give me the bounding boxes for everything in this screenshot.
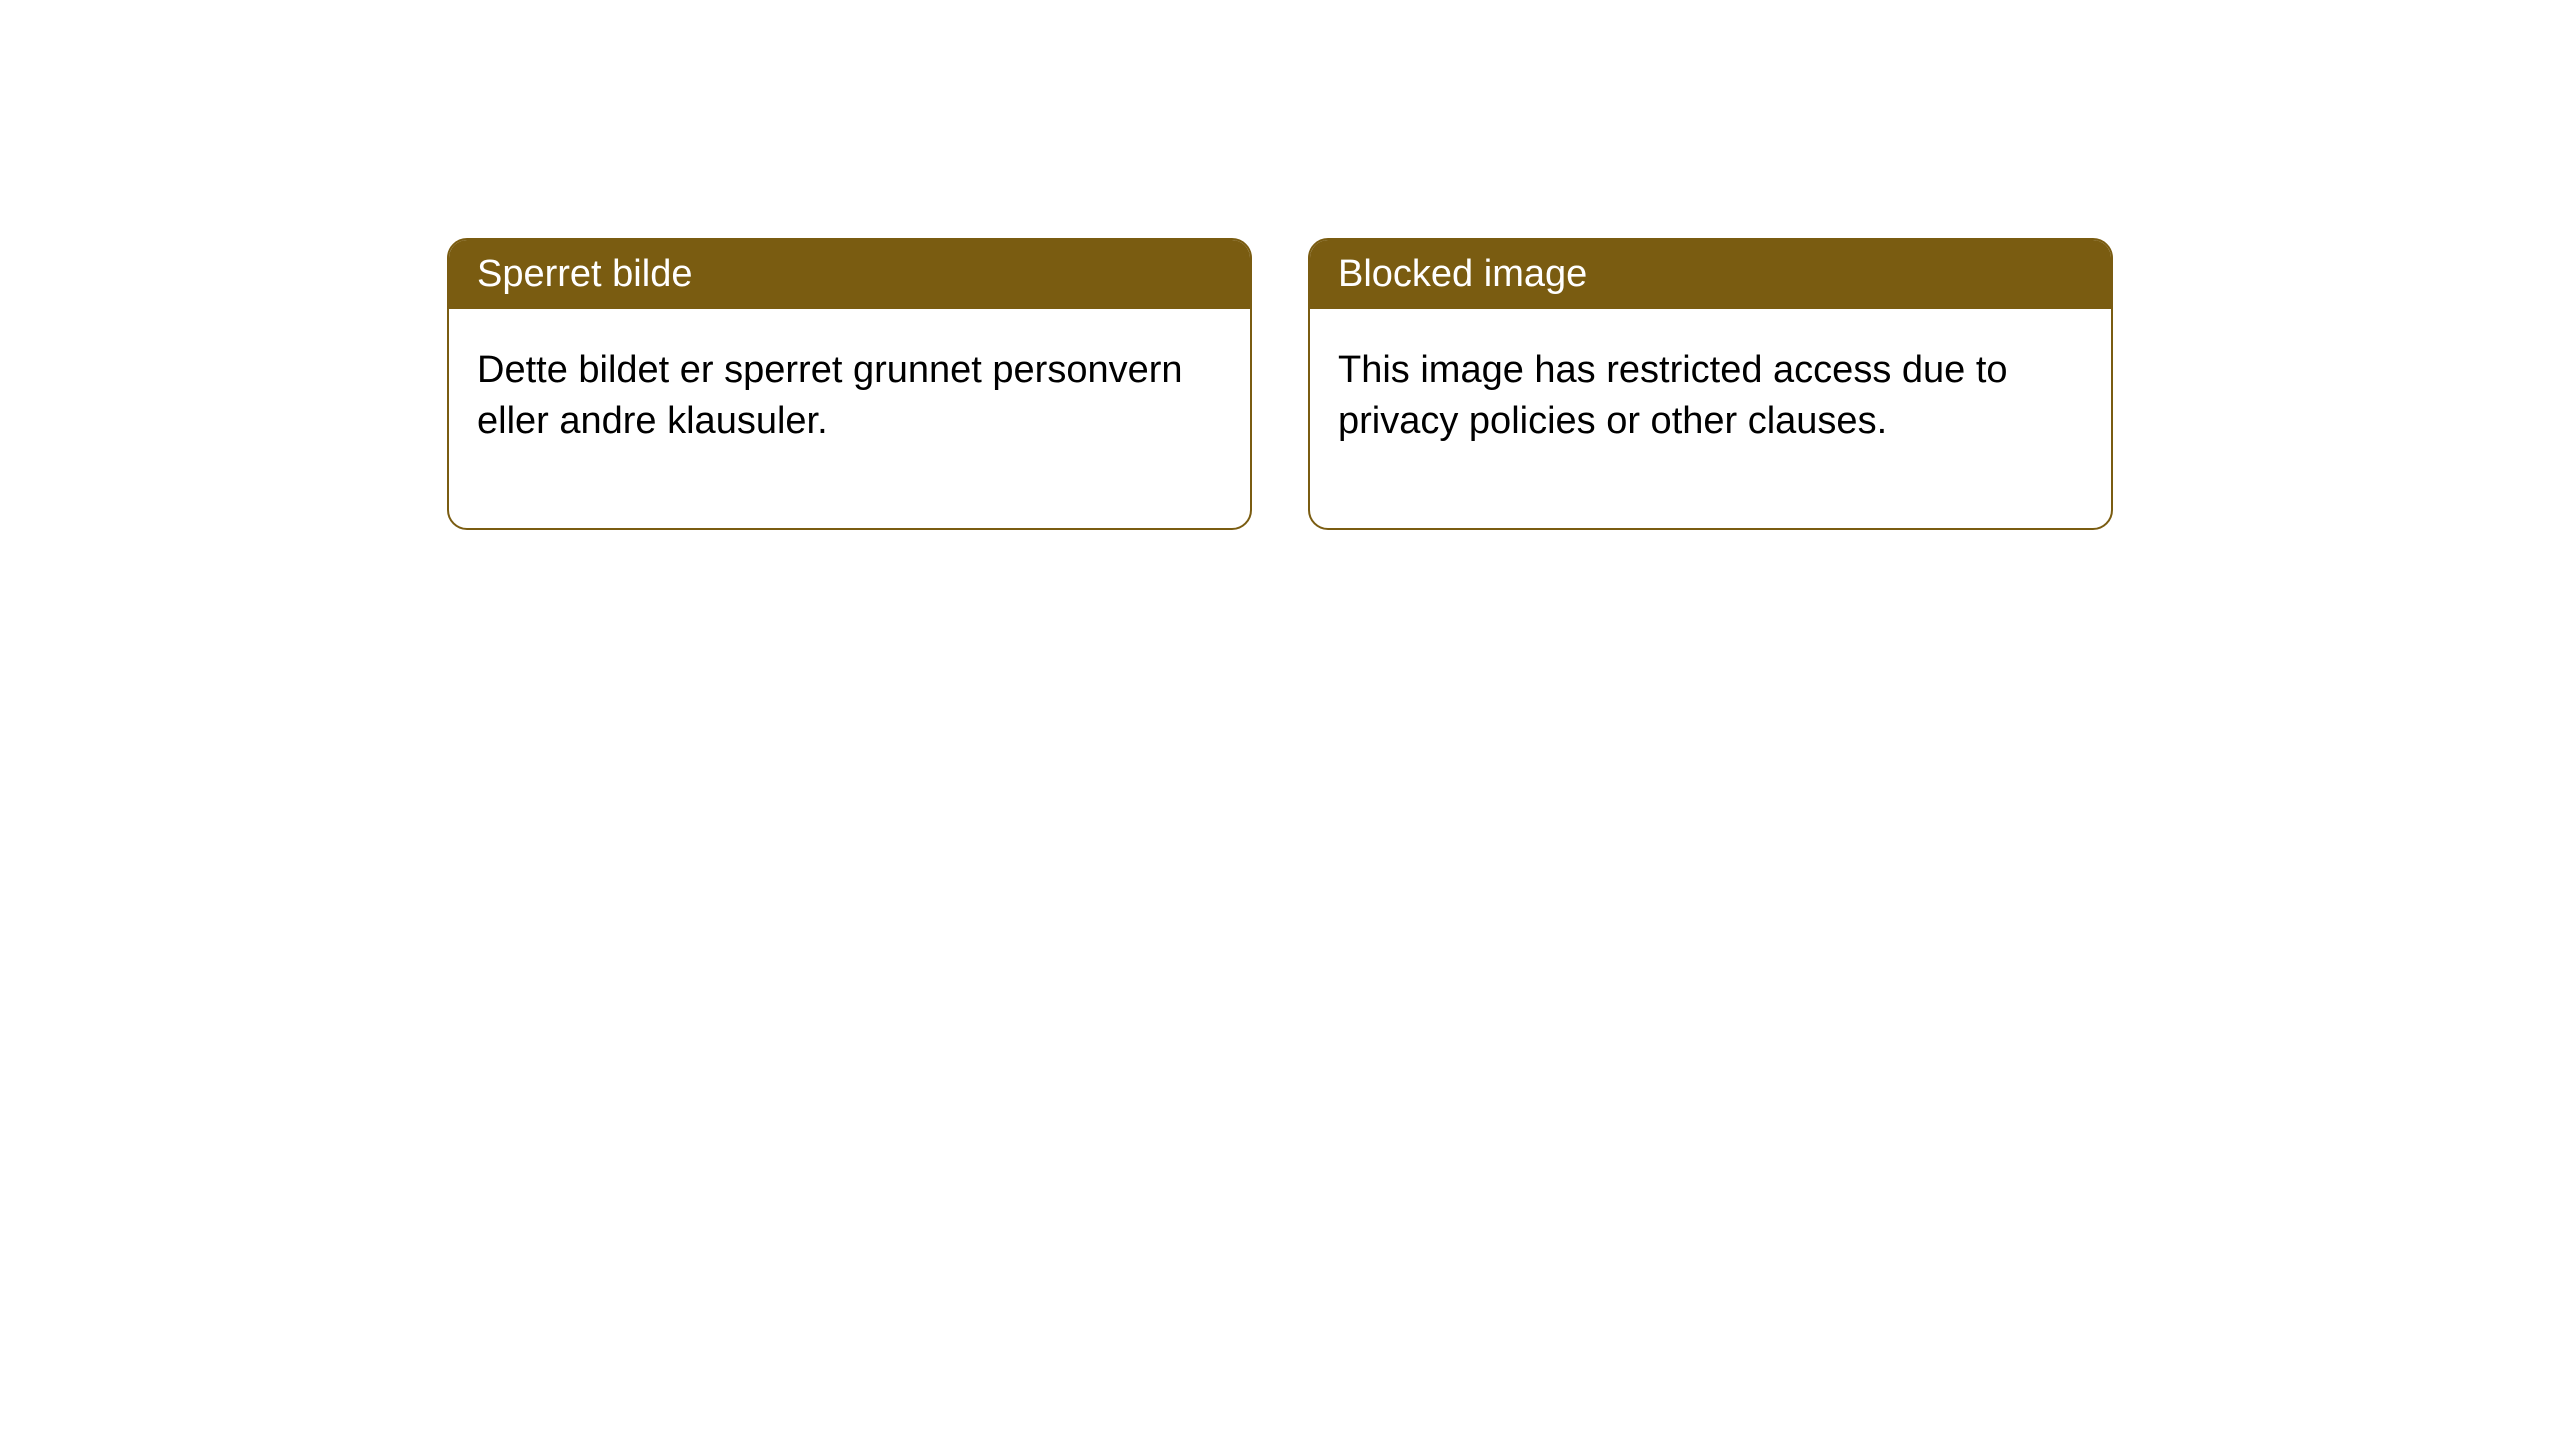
card-body-text: This image has restricted access due to …: [1338, 349, 2008, 442]
card-title: Blocked image: [1338, 253, 1587, 295]
card-body: This image has restricted access due to …: [1310, 309, 2111, 528]
blocked-image-card-english: Blocked image This image has restricted …: [1308, 238, 2113, 530]
card-header: Sperret bilde: [449, 240, 1250, 309]
card-header: Blocked image: [1310, 240, 2111, 309]
cards-container: Sperret bilde Dette bildet er sperret gr…: [0, 0, 2560, 530]
card-title: Sperret bilde: [477, 253, 692, 295]
blocked-image-card-norwegian: Sperret bilde Dette bildet er sperret gr…: [447, 238, 1252, 530]
card-body: Dette bildet er sperret grunnet personve…: [449, 309, 1250, 528]
card-body-text: Dette bildet er sperret grunnet personve…: [477, 349, 1183, 442]
